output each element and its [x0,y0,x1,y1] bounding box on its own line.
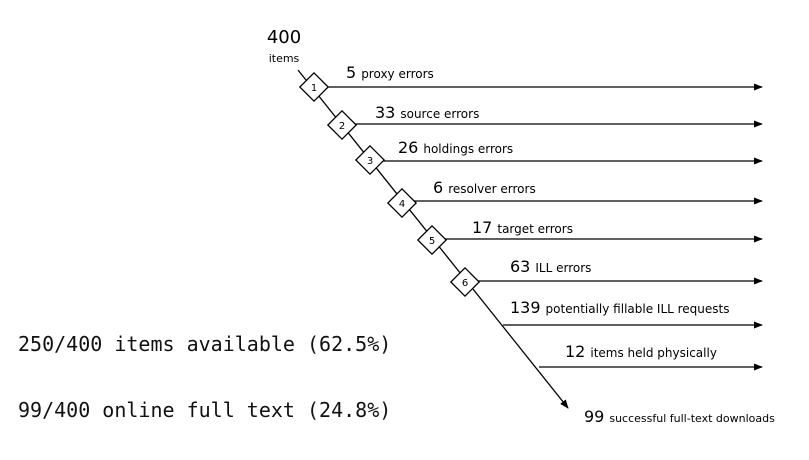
branch-count-3: 26 [398,138,418,157]
step-diamond-3: 3 [354,144,386,176]
step-diamond-6: 6 [449,266,481,298]
branch-count-4: 6 [433,178,443,197]
branch-count-6: 63 [510,257,530,276]
step-diamond-5: 5 [416,224,448,256]
branch-count-2: 33 [375,103,395,122]
branch-text-5: target errors [497,222,573,236]
branch-label-3: 26 holdings errors [398,138,513,157]
branch-text-1: proxy errors [361,67,434,81]
branch-text-3: holdings errors [423,142,513,156]
branch-count-5: 17 [472,218,492,237]
step-diamond-2: 2 [326,109,358,141]
branch-text-ill-requests: potentially fillable ILL requests [546,302,730,316]
branch-count-ill-requests: 139 [510,298,541,317]
branch-label-held-physically: 12 items held physically [565,342,717,361]
start-count: 400 [267,27,301,48]
summary-available: 250/400 items available (62.5%) [18,332,392,356]
branch-text-4: resolver errors [448,182,536,196]
branch-text-2: source errors [400,107,479,121]
step-number-2: 2 [339,121,345,132]
step-diamond-1: 1 [298,71,330,103]
end-count: 99 [584,407,604,426]
branch-label-ill-requests: 139 potentially fillable ILL requests [510,298,730,317]
step-diamond-4: 4 [386,187,418,219]
branch-label-1: 5 proxy errors [346,63,434,82]
branch-text-6: ILL errors [535,261,591,275]
summary-fulltext: 99/400 online full text (24.8%) [18,398,392,422]
branch-count-held-physically: 12 [565,342,585,361]
branch-text-held-physically: items held physically [590,346,717,360]
step-number-5: 5 [429,236,435,247]
step-number-1: 1 [311,83,317,94]
end-label: 99 successful full-text downloads [584,407,775,426]
start-unit: items [269,52,300,65]
branch-label-6: 63 ILL errors [510,257,591,276]
step-number-3: 3 [367,156,373,167]
step-number-4: 4 [399,199,405,210]
branch-count-1: 5 [346,63,356,82]
branch-label-5: 17 target errors [472,218,573,237]
end-text: successful full-text downloads [609,412,775,425]
step-number-6: 6 [462,278,468,289]
branch-label-4: 6 resolver errors [433,178,536,197]
branch-label-2: 33 source errors [375,103,479,122]
